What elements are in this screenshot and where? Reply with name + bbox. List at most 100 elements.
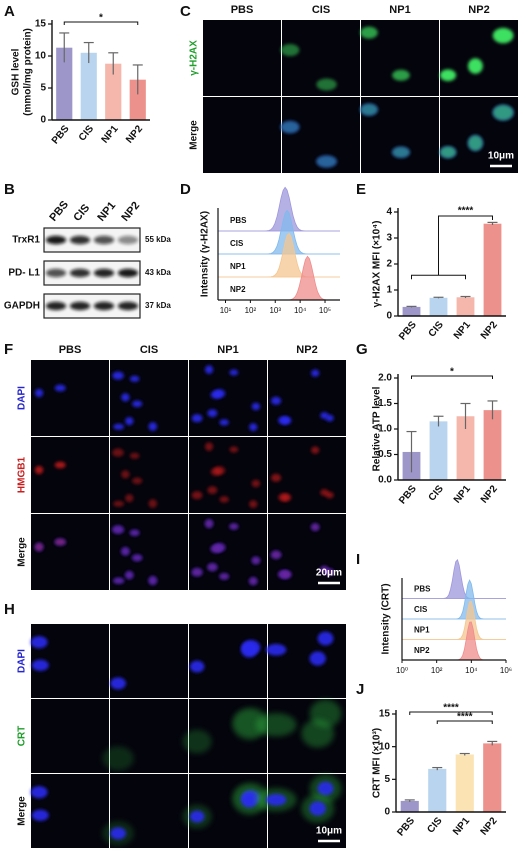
- y-tick-label: 3: [386, 233, 392, 244]
- error-bar: [460, 402, 471, 429]
- y-tick-label: 0: [40, 115, 46, 126]
- error-bar: [433, 296, 444, 299]
- bar: [456, 416, 475, 480]
- nucleus: [219, 419, 229, 426]
- x-tick-label: 10²: [431, 666, 443, 675]
- error-bar: [59, 32, 70, 63]
- y-axis-label: GSH level: [11, 48, 22, 95]
- lane-label: CIS: [71, 202, 92, 224]
- nuclear-signal: [280, 43, 300, 57]
- nuclear-signal: [360, 103, 378, 116]
- bar: [483, 743, 502, 812]
- bar: [429, 421, 448, 480]
- lane-label: NP1: [95, 200, 118, 224]
- error-bar: [108, 52, 119, 75]
- y-tick-label: 0: [384, 807, 390, 818]
- x-tick-label: 10³: [269, 306, 281, 315]
- significance-label: ****: [443, 703, 459, 714]
- y-tick-label: 1.0: [378, 424, 392, 435]
- significance-bracket: [411, 375, 493, 379]
- series-label: CIS: [230, 239, 244, 248]
- nuclear-signal: [325, 568, 334, 576]
- y-tick-label: 4: [386, 207, 392, 218]
- error-bar: [432, 766, 443, 771]
- nuclear-signal: [132, 554, 143, 562]
- y-tick-label: 5: [40, 83, 46, 94]
- nucleus: [249, 423, 258, 431]
- blot-band: [45, 235, 67, 245]
- cytoplasm: [301, 719, 335, 748]
- nuclear-signal: [204, 442, 214, 451]
- x-tick-label: NP1: [452, 483, 473, 505]
- y-tick-label: 2: [386, 259, 392, 270]
- x-tick-label: PBS: [397, 483, 419, 506]
- nucleus: [30, 636, 48, 649]
- error-bar: [404, 799, 415, 802]
- ridge-curve: [218, 209, 340, 255]
- x-tick-label: PBS: [395, 815, 417, 838]
- blot-size-label: 43 kDa: [145, 268, 171, 277]
- nuclear-signal: [204, 519, 214, 528]
- x-tick-label: NP2: [479, 815, 500, 837]
- bar: [80, 52, 97, 120]
- panel-letter: D: [180, 181, 191, 198]
- cytoplasm: [102, 746, 134, 771]
- bar: [402, 306, 421, 316]
- nucleus: [240, 641, 258, 658]
- blot-row-label: TrxR1: [12, 235, 40, 246]
- bar: [56, 47, 73, 120]
- nucleus: [129, 375, 140, 382]
- panel-letter: J: [356, 681, 364, 698]
- row-label: Merge: [17, 796, 28, 826]
- row-label: CRT: [17, 726, 28, 747]
- panel-letter: I: [356, 551, 360, 568]
- blot-band: [69, 235, 91, 245]
- nuclear-signal: [229, 446, 239, 453]
- column-header: CIS: [312, 4, 330, 16]
- significance-bracket: [436, 720, 493, 724]
- nuclear-signal: [121, 547, 130, 556]
- nuclear-signal: [311, 446, 320, 454]
- series-label: PBS: [414, 584, 431, 593]
- nucleus: [110, 677, 126, 690]
- column-header: PBS: [231, 4, 254, 16]
- nucleus: [34, 388, 44, 398]
- ridge-curve: [218, 232, 340, 278]
- nucleus: [191, 414, 203, 423]
- series-label: CIS: [414, 605, 428, 614]
- significance-label: *: [450, 367, 454, 378]
- bar: [428, 768, 447, 812]
- blot-row-label: GAPDH: [4, 301, 40, 312]
- y-tick-label: 2.0: [378, 373, 392, 384]
- nuclear-signal: [229, 523, 239, 530]
- row-label: γ-H2AX: [189, 40, 200, 76]
- micrograph-tile: [203, 97, 281, 173]
- row-label: DAPI: [17, 649, 28, 673]
- blot-band: [117, 301, 139, 311]
- nuclear-signal: [112, 448, 124, 457]
- nucleus: [132, 400, 143, 408]
- lane-label: NP2: [119, 200, 142, 224]
- nuclear-signal: [281, 493, 292, 502]
- column-header: NP2: [296, 344, 317, 356]
- ridge-curve: [218, 186, 340, 232]
- y-tick-label: 15: [379, 709, 391, 720]
- nuclear-signal: [270, 473, 282, 482]
- micrograph-tile: [268, 624, 346, 698]
- nucleus: [325, 414, 334, 422]
- micrograph-tile: [31, 437, 109, 513]
- row-label: DAPI: [17, 386, 28, 410]
- y-tick-label: 1.5: [378, 398, 392, 409]
- nucleus: [251, 402, 261, 411]
- nuclear-signal: [439, 69, 457, 82]
- nuclear-signal: [113, 500, 125, 507]
- nucleus: [309, 801, 326, 816]
- nucleus: [317, 631, 334, 646]
- panel-letter: B: [4, 181, 15, 198]
- error-bar: [460, 295, 471, 299]
- error-bar: [83, 41, 94, 64]
- x-tick-label: PBS: [50, 123, 72, 146]
- nucleus: [281, 416, 292, 425]
- nucleus: [309, 651, 326, 666]
